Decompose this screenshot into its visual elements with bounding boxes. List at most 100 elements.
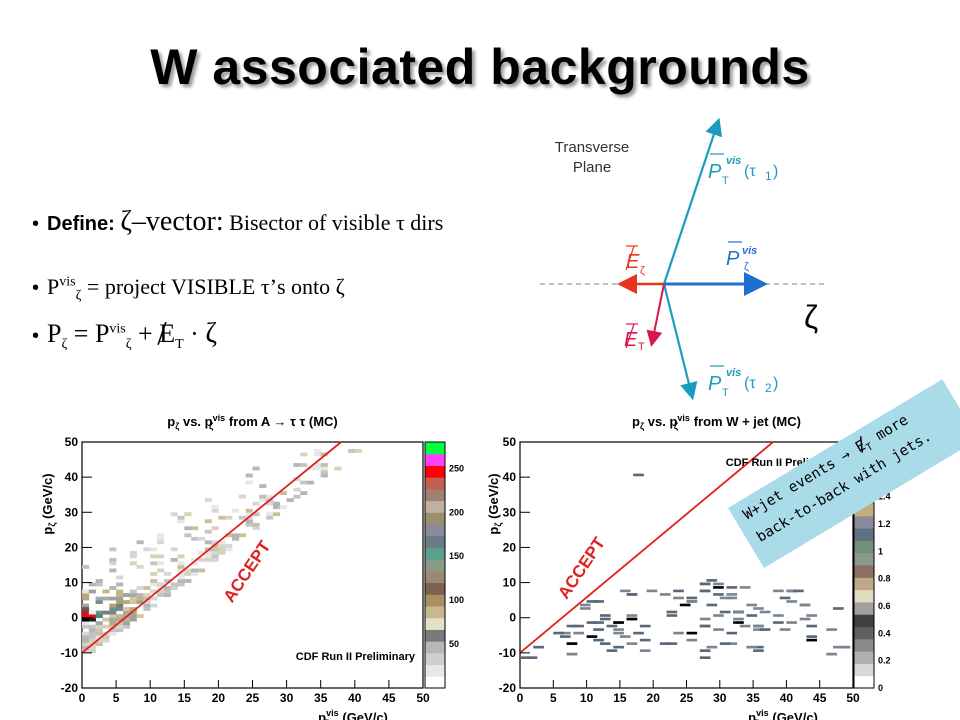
colorbar-cell bbox=[425, 500, 445, 513]
heatmap-cell bbox=[82, 635, 90, 640]
colorbar-cell bbox=[854, 614, 874, 627]
heatmap-cell bbox=[293, 494, 301, 499]
heatmap-cell bbox=[109, 610, 117, 615]
heatmap-cell bbox=[706, 579, 718, 582]
heatmap-cell bbox=[82, 589, 90, 594]
heatmap-cell bbox=[109, 614, 117, 619]
x-tick-label: 30 bbox=[280, 691, 294, 705]
heatmap-cell bbox=[204, 498, 212, 503]
heatmap-cell bbox=[626, 593, 638, 596]
heatmap-cell bbox=[706, 603, 718, 607]
heatmap-cell bbox=[136, 586, 144, 590]
heatmap-cell bbox=[95, 631, 103, 636]
heatmap-cell bbox=[157, 593, 165, 597]
heatmap-cell bbox=[733, 617, 744, 621]
define-label: Define: bbox=[47, 213, 115, 235]
y-tick-label: -20 bbox=[499, 681, 517, 695]
heatmap-cell bbox=[252, 522, 260, 527]
plane-label-2: Plane bbox=[573, 159, 611, 176]
heatmap-cell bbox=[150, 596, 158, 601]
colorbar-cell bbox=[425, 535, 445, 548]
heatmap-cell bbox=[184, 568, 192, 573]
heatmap-cell bbox=[122, 593, 131, 597]
heatmap-cell bbox=[116, 607, 124, 611]
colorbar-cell bbox=[425, 617, 445, 630]
heatmap-cell bbox=[109, 557, 117, 562]
heatmap-cell bbox=[95, 600, 103, 604]
heatmap-cell bbox=[157, 589, 165, 594]
heatmap-cell bbox=[211, 540, 219, 545]
heatmap-cell bbox=[157, 533, 165, 538]
heatmap-cell bbox=[533, 645, 544, 649]
p-letter: P bbox=[726, 248, 740, 270]
heatmap-cell bbox=[109, 607, 117, 611]
heatmap-cell bbox=[753, 645, 764, 649]
colorbar-cell bbox=[854, 565, 874, 578]
heatmap-cell bbox=[225, 515, 233, 520]
heatmap-cell bbox=[559, 631, 571, 635]
heatmap-cell bbox=[726, 642, 738, 645]
heatmap-cell bbox=[82, 642, 90, 647]
heatmap-cell bbox=[232, 508, 240, 513]
heatmap-cell bbox=[197, 557, 206, 562]
heatmap-cell bbox=[82, 596, 90, 601]
heatmap-cell bbox=[88, 582, 96, 587]
heatmap-cell bbox=[593, 600, 604, 603]
heatmap-cell bbox=[109, 547, 117, 552]
heatmap-cell bbox=[826, 652, 838, 656]
heatmap-cell bbox=[713, 593, 724, 596]
heatmap-cell bbox=[116, 575, 124, 580]
heatmap-cell bbox=[177, 554, 185, 559]
heatmap-cell bbox=[659, 593, 671, 596]
heatmap-cell bbox=[613, 645, 624, 649]
heatmap-cell bbox=[733, 610, 744, 614]
y-tick-label: 10 bbox=[503, 576, 517, 590]
slash-mark: / bbox=[157, 315, 167, 352]
heatmap-cell bbox=[109, 628, 117, 633]
x-tick-label: 5 bbox=[113, 691, 120, 705]
heatmap-cell bbox=[211, 543, 219, 548]
heatmap-cell bbox=[579, 603, 591, 607]
heatmap-cell bbox=[699, 656, 711, 660]
heatmap-cell bbox=[177, 575, 185, 580]
heatmap-cell bbox=[191, 572, 199, 576]
heatmap-cell bbox=[143, 547, 151, 552]
heatmap-cell bbox=[211, 505, 219, 510]
colorbar-tick-label: 200 bbox=[449, 507, 464, 517]
eq-p: = P bbox=[73, 319, 110, 348]
heatmap-cell bbox=[626, 642, 638, 645]
heatmap-cell bbox=[177, 515, 185, 520]
heatmap-cell bbox=[122, 607, 131, 611]
heatmap-cell bbox=[95, 642, 103, 647]
heatmap-cell bbox=[109, 586, 117, 590]
colorbar-cell bbox=[854, 589, 874, 603]
heatmap-cell bbox=[109, 631, 117, 636]
heatmap-cell bbox=[150, 554, 158, 559]
heatmap-cell bbox=[197, 550, 206, 555]
heatmap-cell bbox=[102, 635, 110, 640]
heatmap-cell bbox=[252, 466, 260, 471]
heatmap-cell bbox=[238, 494, 246, 499]
heatmap-cell bbox=[82, 649, 90, 654]
heatmap-a-tautau: pζ vs. pvis ζ from A → τ τ (MC)ACCEPTCDF … bbox=[40, 413, 464, 720]
colorbar-cell bbox=[854, 626, 874, 640]
heatmap-cell bbox=[150, 561, 158, 566]
heatmap-cell bbox=[82, 593, 90, 597]
heatmap-cell bbox=[266, 494, 274, 499]
colorbar-cell bbox=[425, 465, 445, 478]
heatmap-cell bbox=[713, 586, 724, 589]
y-tick-label: 20 bbox=[503, 540, 517, 554]
heatmap-cell bbox=[82, 617, 90, 622]
bullet-define: • Define: ζ–vector: Bisector of visible τ… bbox=[32, 206, 443, 238]
heatmap-cell bbox=[613, 621, 624, 624]
heatmap-cell bbox=[129, 554, 137, 559]
heatmap-cell bbox=[204, 540, 212, 545]
heatmap-cell bbox=[593, 621, 604, 624]
heatmap-cell bbox=[786, 600, 798, 603]
chart-title: pζ vs. pvis ζ from A → τ τ (MC) bbox=[167, 413, 338, 431]
heatmap-cell bbox=[95, 638, 103, 643]
heatmap-cell bbox=[320, 473, 328, 478]
x-tick-label: 50 bbox=[846, 691, 860, 705]
y-tick-label: 30 bbox=[65, 505, 79, 519]
